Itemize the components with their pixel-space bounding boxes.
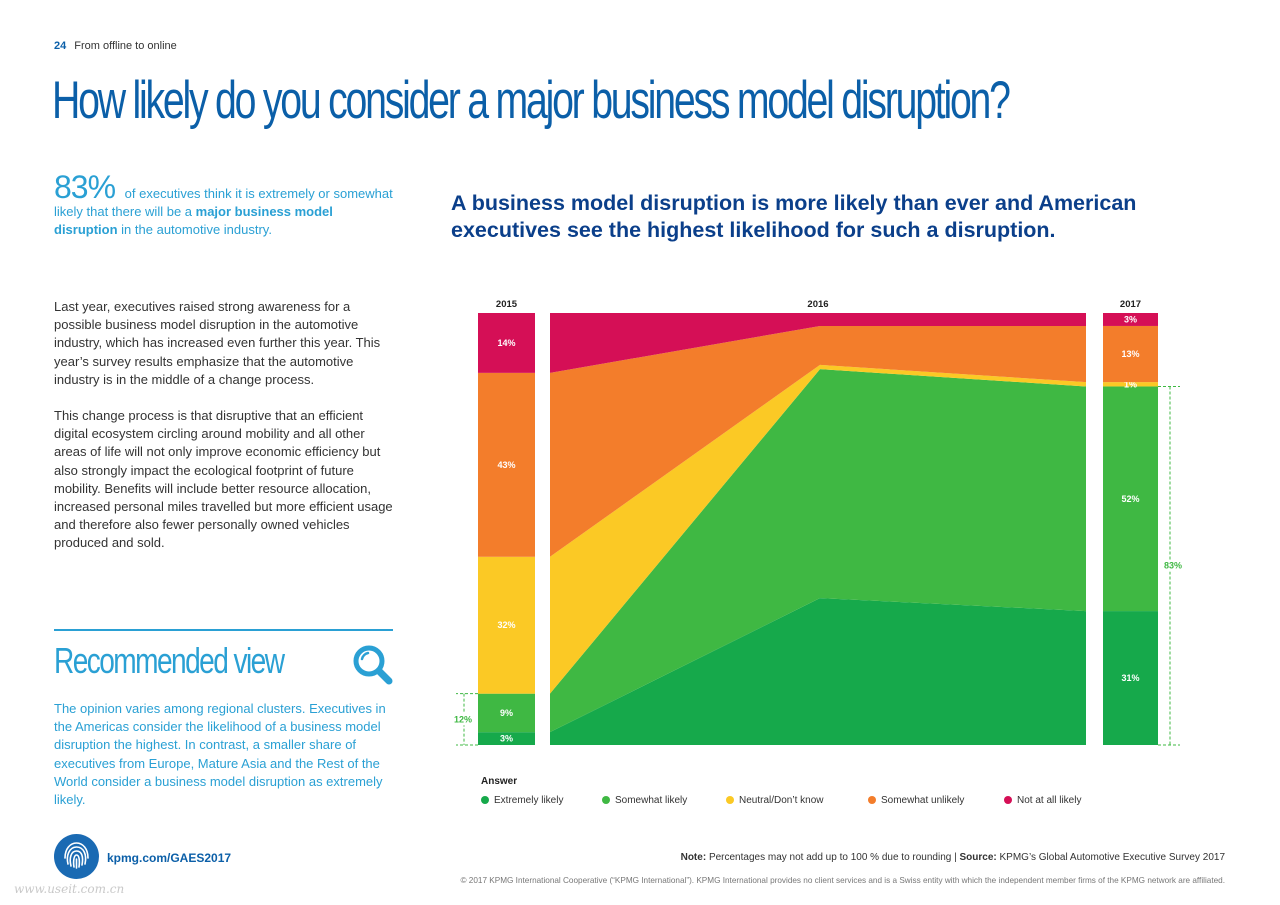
footer-link[interactable]: kpmg.com/GAES2017	[107, 851, 232, 865]
legend-item-not-at-all-likely: Not at all likely	[1004, 795, 1081, 806]
legend-label: Somewhat likely	[615, 795, 688, 806]
source-text: KPMG’s Global Automotive Executive Surve…	[999, 852, 1225, 863]
bar-2015-somewhat-unlikely	[478, 372, 535, 557]
legend-swatch	[868, 796, 876, 804]
legend-label: Somewhat unlikely	[881, 795, 965, 806]
bar-2017-neutral-don-t-know	[1103, 382, 1158, 387]
bar-2017-not-at-all-likely	[1103, 313, 1158, 326]
section-name: From offline to online	[74, 40, 177, 52]
key-stat-text-before: of executives think it is extremely or s…	[54, 186, 393, 219]
magnifier-icon	[352, 644, 394, 691]
legend-item-neutral-don-t-know: Neutral/Don’t know	[726, 795, 823, 806]
bar-2017-somewhat-likely	[1103, 386, 1158, 612]
page-number: 24	[54, 40, 67, 52]
data-label: 52%	[1121, 494, 1139, 504]
copyright-text: © 2017 KPMG International Cooperative (“…	[460, 876, 1226, 885]
category-label-2017: 2017	[1120, 299, 1141, 310]
legend-swatch	[1004, 796, 1012, 804]
source-label: Source:	[959, 852, 997, 863]
data-label: 43%	[497, 460, 515, 470]
bar-2015-somewhat-likely	[478, 693, 535, 733]
category-label-2015: 2015	[496, 299, 518, 310]
flow-area-somewhat-unlikely	[550, 325, 1086, 557]
bar-2017-somewhat-unlikely	[1103, 325, 1158, 383]
key-stat-number: 83%	[54, 169, 116, 205]
legend-swatch	[602, 796, 610, 804]
page-header: 24 From offline to online	[54, 40, 177, 52]
page-title: How likely do you consider a major busin…	[52, 71, 1011, 130]
bracket-label-bg	[453, 713, 475, 726]
flow-area-somewhat-likely	[550, 369, 1086, 733]
legend-label: Not at all likely	[1017, 795, 1082, 806]
bracket-label-2017: 83%	[1164, 561, 1182, 571]
data-label: 31%	[1121, 673, 1139, 683]
flow-area-not-at-all-likely	[550, 313, 1086, 373]
fingerprint-logo-icon	[54, 834, 99, 879]
note-label: Note:	[680, 852, 707, 863]
data-label: 9%	[500, 708, 513, 718]
bar-2015-extremely-likely	[478, 732, 535, 745]
body-paragraph-2: This change process is that disruptive t…	[54, 408, 393, 551]
section-divider	[54, 629, 393, 631]
key-stat-bold: major business model disruption	[54, 204, 333, 237]
legend-item-somewhat-unlikely: Somewhat unlikely	[868, 795, 964, 806]
stacked-bar-chart: 2015 2016 2017 3% 9% 32% 43% 14% 31% 52% 1% 13% 3% 12…	[453, 299, 1185, 746]
chart-title: A business model disruption is more like…	[451, 191, 1137, 242]
bar-2017-extremely-likely	[1103, 611, 1158, 745]
bracket-label-2015: 12%	[454, 714, 472, 724]
legend-item-somewhat-likely: Somewhat likely	[602, 795, 687, 806]
legend-swatch	[726, 796, 734, 804]
footer-note: Note: Percentages may not add up to 100 …	[681, 852, 1225, 863]
data-label: 3%	[500, 734, 513, 744]
legend-label: Extremely likely	[494, 795, 564, 806]
data-label: 13%	[1121, 349, 1139, 359]
recommended-view-text: The opinion varies among regional cluste…	[54, 701, 386, 808]
note-text: Percentages may not add up to 100 % due …	[708, 852, 957, 863]
category-label-2016: 2016	[807, 299, 828, 310]
data-label: 32%	[497, 620, 515, 630]
watermark: www.useit.com.cn	[14, 882, 125, 896]
data-label: 1%	[1124, 379, 1137, 389]
legend-title: Answer	[481, 776, 518, 787]
bar-2015-not-at-all-likely	[478, 313, 535, 373]
flow-area-neutral-don-t-know	[550, 364, 1086, 694]
key-stat: 83% of executives think it is extremely …	[54, 171, 399, 239]
body-paragraph-1: Last year, executives raised strong awar…	[54, 299, 381, 387]
bar-2015-neutral-don-t-know	[478, 556, 535, 694]
legend-label: Neutral/Don’t know	[739, 795, 824, 806]
legend-swatch	[481, 796, 489, 804]
data-label: 3%	[1124, 314, 1137, 324]
recommended-view-title: Recommended view	[54, 640, 285, 681]
flow-area-extremely-likely	[550, 598, 1086, 745]
data-label: 14%	[497, 338, 515, 348]
bracket-label-bg	[1163, 559, 1185, 572]
key-stat-text-after: in the automotive industry.	[121, 222, 272, 237]
legend-item-extremely-likely: Extremely likely	[481, 795, 563, 806]
